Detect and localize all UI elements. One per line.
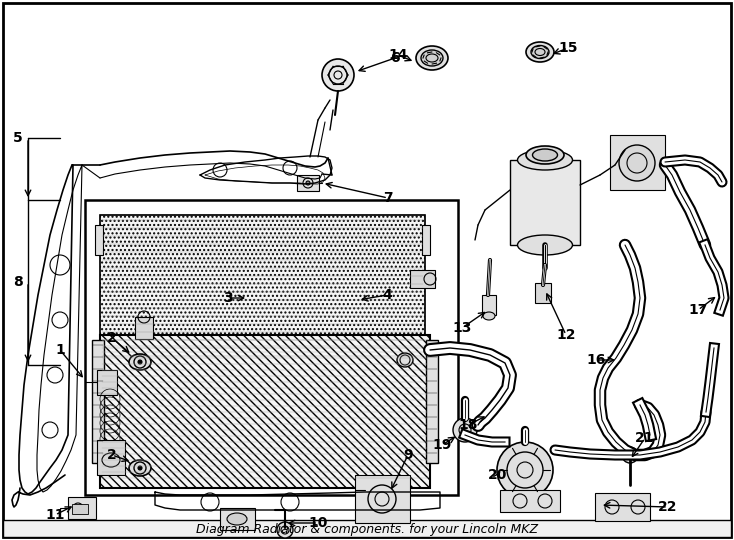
Text: 3: 3 (223, 291, 233, 305)
Bar (482, 295, 496, 315)
Bar (220, 508, 255, 530)
Ellipse shape (532, 149, 558, 161)
Bar (426, 340, 438, 463)
Text: 2: 2 (107, 331, 117, 345)
Text: 6: 6 (390, 51, 400, 65)
Ellipse shape (416, 46, 448, 70)
Text: 11: 11 (46, 508, 65, 522)
Ellipse shape (129, 354, 151, 370)
Bar (135, 317, 153, 339)
Text: 18: 18 (458, 418, 478, 432)
Bar (68, 497, 96, 519)
Text: 8: 8 (13, 275, 23, 289)
Text: 22: 22 (658, 500, 677, 514)
Ellipse shape (227, 513, 247, 525)
Circle shape (306, 181, 310, 185)
Bar (97, 440, 125, 475)
Bar (100, 335, 430, 488)
Text: 2: 2 (107, 448, 117, 462)
Ellipse shape (129, 460, 151, 476)
Ellipse shape (397, 353, 413, 367)
Text: 19: 19 (432, 438, 451, 452)
Bar (535, 283, 551, 303)
Text: 4: 4 (382, 288, 392, 302)
Ellipse shape (483, 312, 495, 320)
Bar (500, 490, 560, 512)
Text: 16: 16 (586, 353, 606, 367)
Bar (3, 520, 731, 537)
Circle shape (619, 145, 655, 181)
Ellipse shape (517, 150, 573, 170)
Text: 7: 7 (383, 191, 393, 205)
Bar (85, 200, 458, 495)
Bar (97, 370, 117, 395)
Text: 9: 9 (403, 448, 413, 462)
Bar (510, 160, 580, 245)
Text: 12: 12 (556, 328, 575, 342)
Bar (72, 504, 88, 514)
Circle shape (138, 360, 142, 364)
Ellipse shape (526, 146, 564, 164)
Bar (100, 335, 430, 488)
Bar (610, 135, 665, 190)
Ellipse shape (102, 453, 120, 467)
Ellipse shape (526, 42, 554, 62)
Bar (297, 175, 319, 191)
Bar (410, 270, 435, 288)
Bar (92, 340, 104, 463)
Text: 14: 14 (388, 48, 408, 62)
Bar (422, 225, 430, 255)
Ellipse shape (421, 50, 443, 66)
Text: 20: 20 (488, 468, 508, 482)
Ellipse shape (517, 235, 573, 255)
Bar (355, 475, 410, 523)
Text: 10: 10 (308, 516, 327, 530)
Text: 21: 21 (635, 431, 655, 445)
Bar (95, 225, 103, 255)
Text: 1: 1 (55, 343, 65, 357)
Text: 15: 15 (559, 41, 578, 55)
Ellipse shape (531, 45, 549, 58)
Circle shape (453, 418, 477, 442)
Circle shape (322, 59, 354, 91)
Bar (100, 215, 425, 365)
Bar (100, 215, 425, 365)
Text: 5: 5 (13, 131, 23, 145)
Text: Diagram Radiator & components. for your Lincoln MKZ: Diagram Radiator & components. for your … (196, 523, 538, 536)
Circle shape (622, 447, 638, 463)
Circle shape (277, 522, 293, 538)
Text: 17: 17 (688, 303, 708, 317)
Circle shape (497, 442, 553, 498)
Circle shape (138, 466, 142, 470)
Bar (595, 493, 650, 521)
Text: 13: 13 (452, 321, 472, 335)
